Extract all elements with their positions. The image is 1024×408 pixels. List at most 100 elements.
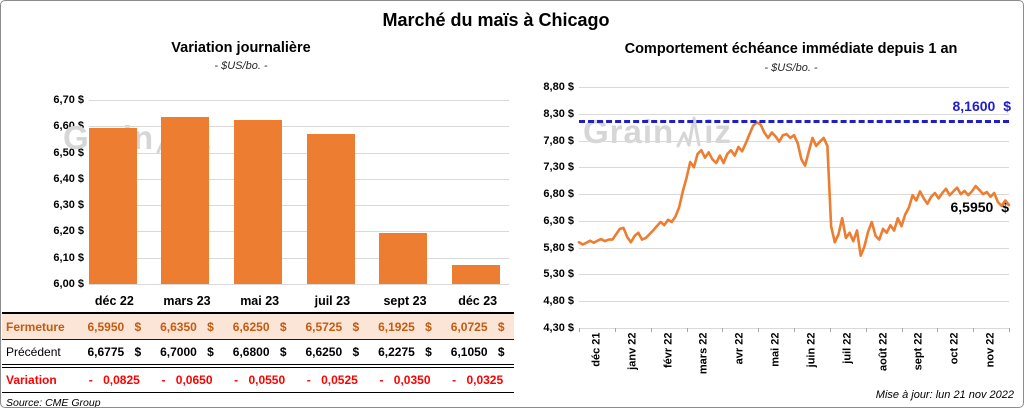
y-tick-label: 7,30 $ <box>543 161 574 174</box>
bar-chart-plot <box>88 100 509 285</box>
watermark-text: iz <box>704 113 732 150</box>
gridline <box>579 167 1009 169</box>
updated-note: Mise à jour: lun 21 nov 2022 <box>875 389 1014 401</box>
x-tick-mark <box>865 328 867 332</box>
table-header-row: déc 22 mars 23 mai 23 juil 23 sept 23 déc 23 <box>2 289 514 314</box>
x-tick-label: juin 22 <box>805 332 818 368</box>
gridline <box>579 87 1009 88</box>
source-row: Source: CME Group <box>2 393 514 408</box>
column-header: déc 22 <box>94 293 134 308</box>
bar <box>233 119 282 284</box>
gridline <box>579 194 1009 196</box>
x-tick-mark <box>579 328 580 332</box>
y-tick-label: 6,70 $ <box>53 94 84 106</box>
column-header: mars 23 <box>163 293 211 308</box>
x-tick-mark <box>686 328 688 332</box>
x-tick-label: nov 22 <box>984 332 997 368</box>
bar <box>88 127 137 284</box>
y-tick-label: 6,30 $ <box>53 199 84 212</box>
x-tick-mark <box>794 328 795 332</box>
table-cell: 6,7000 $ <box>160 345 214 359</box>
gridline <box>89 284 509 285</box>
table-cell: 6,6250 $ <box>232 319 287 334</box>
x-tick-mark <box>901 328 903 332</box>
column-header: juil 23 <box>314 293 351 308</box>
grainwiz-watermark: Grain iz <box>583 113 732 151</box>
x-tick-label: août 22 <box>877 332 890 372</box>
y-tick-label: 5,80 $ <box>543 241 574 254</box>
table-row: Variation - 0,0825 - 0,0650 - 0,0550 - 0,052… <box>2 368 514 393</box>
y-tick-label: 4,30 $ <box>543 322 574 334</box>
table-cell: 6,6800 $ <box>232 345 287 359</box>
row-label: Fermeture <box>6 319 65 334</box>
y-tick-label: 6,00 $ <box>53 278 84 290</box>
x-tick-mark <box>614 328 616 332</box>
x-tick-label: janv 22 <box>626 332 639 370</box>
gridline <box>579 301 1009 303</box>
gridline <box>579 274 1009 276</box>
table-cell: - 0,0825 <box>88 373 140 387</box>
price-line <box>577 120 1011 257</box>
table-cell: - 0,0325 <box>452 373 504 387</box>
bar-chart-subtitle: - $US/bo. - <box>214 60 268 72</box>
bar <box>306 133 355 284</box>
x-tick-mark <box>973 328 975 332</box>
y-tick-label: 6,10 $ <box>53 251 84 264</box>
x-tick-label: déc 21 <box>590 332 603 367</box>
x-tick-mark <box>722 328 724 332</box>
gridline <box>579 220 1009 222</box>
price-table: déc 22 mars 23 mai 23 juil 23 sept 23 déc 23 F… <box>2 289 514 408</box>
y-tick-label: 4,80 $ <box>543 295 574 308</box>
gridline <box>89 205 509 207</box>
y-tick-label: 6,50 $ <box>53 146 84 159</box>
y-tick-label: 8,30 $ <box>543 107 574 120</box>
column-header: sept 23 <box>383 293 427 308</box>
table-cell: 6,1925 $ <box>378 319 432 334</box>
gridline <box>89 178 509 180</box>
bar <box>379 233 428 284</box>
gridline <box>89 257 509 259</box>
table-cell: - 0,0650 <box>161 373 213 387</box>
table-cell: 6,6350 $ <box>160 319 214 334</box>
line-chart-plot: 8,1600 $ 6,5950 $ déc 21 janv 22 févr 22 ma… <box>577 87 1011 374</box>
table-cell: 6,2275 $ <box>378 345 432 359</box>
gridline <box>579 113 1009 115</box>
table-cell: 6,0725 $ <box>450 319 505 334</box>
x-tick-label: juil 22 <box>841 332 854 364</box>
x-tick-label: oct 22 <box>948 332 961 365</box>
y-tick-label: 8,80 $ <box>543 81 574 93</box>
table-cell: 6,5950 $ <box>87 319 142 334</box>
last-price-label: 6,5950 $ <box>950 199 1010 215</box>
x-tick-label: sept 22 <box>912 332 925 371</box>
source-note: Source: CME Group <box>6 396 101 408</box>
gridline <box>89 100 509 101</box>
y-tick-label: 5,30 $ <box>543 268 574 281</box>
watermark-text: Grain <box>583 113 675 150</box>
table-row: Fermeture 6,5950 $ 6,6350 $ 6,6250 $ 6,5725 … <box>2 314 514 340</box>
reference-dashed-line <box>579 119 1009 123</box>
gridline <box>89 152 509 154</box>
y-tick-label: 6,80 $ <box>543 188 574 201</box>
x-tick-mark <box>937 328 939 332</box>
x-tick-mark <box>1009 328 1010 332</box>
table-cell: 6,5725 $ <box>305 319 360 334</box>
x-tick-mark <box>829 328 831 332</box>
table-row: Précédent 6,6775 $ 6,7000 $ 6,6800 $ 6,6250 … <box>2 340 514 368</box>
gridline <box>89 126 509 128</box>
gridline <box>89 231 509 233</box>
x-tick-label: mars 22 <box>697 332 710 375</box>
y-tick-label: 6,30 $ <box>543 214 574 227</box>
column-header: déc 23 <box>458 293 498 308</box>
x-tick-mark <box>758 328 760 332</box>
gridline <box>579 247 1009 249</box>
row-label: Précédent <box>6 345 61 359</box>
column-header: mai 23 <box>240 293 280 308</box>
watermark-zigzag-icon <box>676 116 701 148</box>
table-cell: - 0,0550 <box>234 373 286 387</box>
x-tick-label: févr 22 <box>662 332 675 368</box>
table-cell: 6,1050 $ <box>450 345 505 359</box>
line-chart-subtitle: - $US/bo. - <box>764 62 818 74</box>
bar <box>161 117 210 284</box>
table-cell: 6,6775 $ <box>87 345 142 359</box>
